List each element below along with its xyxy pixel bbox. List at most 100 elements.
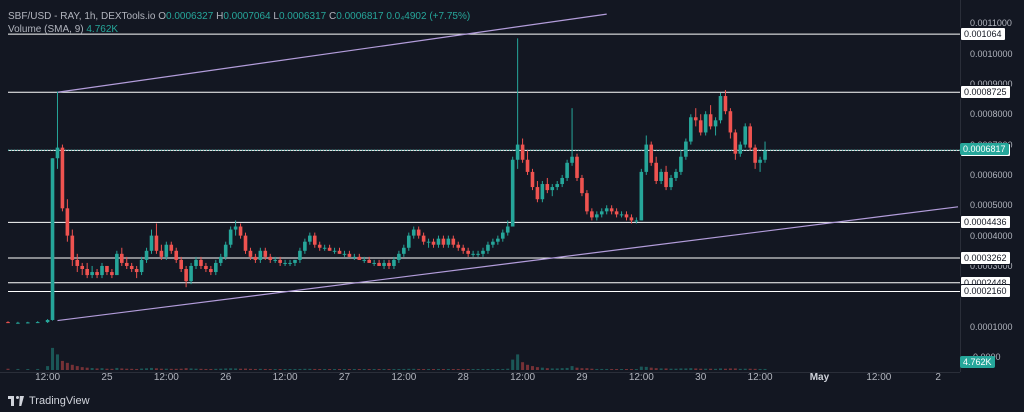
time-tick-label: 28 <box>457 372 469 383</box>
level-price-tag: 0.0002160 <box>960 284 1011 299</box>
candle-body <box>194 259 198 266</box>
volume-bar <box>174 368 178 370</box>
volume-bar <box>105 368 109 370</box>
candle-body <box>337 250 342 254</box>
price-tick-label: 0.0006000 <box>970 169 1013 180</box>
level-price-tag: 0.0008725 <box>960 85 1011 100</box>
volume-label[interactable]: Volume (SMA, 9) <box>8 24 84 35</box>
candle-body <box>545 184 550 191</box>
candle-body <box>421 235 426 242</box>
candle-body <box>703 114 708 133</box>
time-axis[interactable]: 12:00 25 12:00 26 12:00 27 12:00 28 12:00 29 12:00… <box>0 372 960 386</box>
volume-bar <box>545 368 549 370</box>
close-value: 0.0006817 <box>336 11 384 22</box>
candle-body <box>209 269 213 273</box>
candle-body <box>441 238 446 245</box>
tradingview-footer[interactable]: TradingView <box>8 395 90 407</box>
candle-body <box>402 247 406 254</box>
volume-bar <box>649 367 653 370</box>
candle-body <box>476 253 480 255</box>
volume-bar <box>70 364 74 370</box>
candle-body <box>80 265 85 269</box>
volume-bar <box>466 369 470 370</box>
volume-bar <box>694 368 698 370</box>
volume-bar <box>387 369 391 370</box>
candle-body <box>45 319 50 323</box>
volume-bar <box>263 368 267 370</box>
volume-bar <box>560 368 564 370</box>
open-value: 0.0006327 <box>166 11 214 22</box>
volume-bar <box>427 369 431 370</box>
candle-body <box>105 265 109 273</box>
volume-bar <box>253 368 257 370</box>
volume-bar <box>90 368 94 370</box>
candle-body <box>763 150 767 160</box>
candle-body <box>352 256 357 258</box>
candle-body <box>228 229 233 245</box>
volume-bar <box>610 369 614 370</box>
candle-body <box>134 269 139 273</box>
candle-body <box>110 272 114 276</box>
volume-bar <box>620 369 624 370</box>
volume-bar <box>605 368 609 370</box>
volume-bar <box>209 368 213 370</box>
volume-bar <box>491 369 495 370</box>
candle-body <box>90 272 94 276</box>
volume-bar <box>699 368 703 370</box>
candle-body <box>139 259 144 273</box>
volume-bar <box>432 369 436 370</box>
candle-body <box>689 117 693 142</box>
volume-bar <box>733 368 737 370</box>
volume-bar <box>273 369 277 370</box>
volume-bar <box>486 369 490 370</box>
candle-body <box>397 253 401 260</box>
candle-body <box>60 147 65 209</box>
volume-bar <box>555 368 559 370</box>
candle-body <box>253 256 258 260</box>
volume-bar <box>624 369 628 370</box>
volume-bar <box>51 347 55 370</box>
candle-body <box>446 238 451 245</box>
candle-body <box>659 171 663 181</box>
candle-body <box>169 244 174 251</box>
candle-body <box>278 259 282 263</box>
candle-body <box>436 238 441 245</box>
candle-body <box>530 171 535 188</box>
price-tick-label: 0.0005000 <box>970 200 1013 211</box>
candle-body <box>85 269 89 276</box>
volume-bar <box>248 368 252 370</box>
candle-body <box>738 144 743 154</box>
volume-bar <box>595 368 599 370</box>
volume-bar <box>159 368 163 370</box>
candle-body <box>491 241 495 245</box>
candle-body <box>312 235 317 245</box>
volume-bar <box>140 368 144 370</box>
last-price-tag: 0.0006817 <box>960 143 1009 156</box>
candle-body <box>560 177 564 185</box>
volume-bar <box>639 366 643 370</box>
candle-body <box>293 259 297 263</box>
candle-body <box>525 159 530 172</box>
candle-body <box>649 144 654 163</box>
volume-bar <box>580 368 584 370</box>
volume-bar <box>258 368 262 370</box>
candle-body <box>298 250 302 260</box>
candle-body <box>159 250 164 257</box>
volume-bar <box>135 368 139 370</box>
candle-body <box>258 250 263 260</box>
volume-bar <box>501 368 505 370</box>
candle-body <box>698 120 703 133</box>
volume-bar <box>669 368 673 370</box>
time-tick-label: May <box>809 372 830 383</box>
price-axis[interactable]: 0.0011000 0.0010000 0.0009000 0.0008000 0.00… <box>960 0 1024 372</box>
low-label: L <box>273 11 279 22</box>
candle-body <box>95 272 99 276</box>
time-tick-label: 12:00 <box>153 372 179 383</box>
candle-body <box>555 184 560 188</box>
volume-row: Volume (SMA, 9) 4.762K <box>8 23 470 36</box>
volume-bar <box>422 369 426 370</box>
symbol-label[interactable]: SBF/USD - RAY, 1h, DEXTools.io <box>8 11 156 22</box>
price-tick-label: 0.0011000 <box>970 18 1012 29</box>
candle-body <box>372 262 376 264</box>
